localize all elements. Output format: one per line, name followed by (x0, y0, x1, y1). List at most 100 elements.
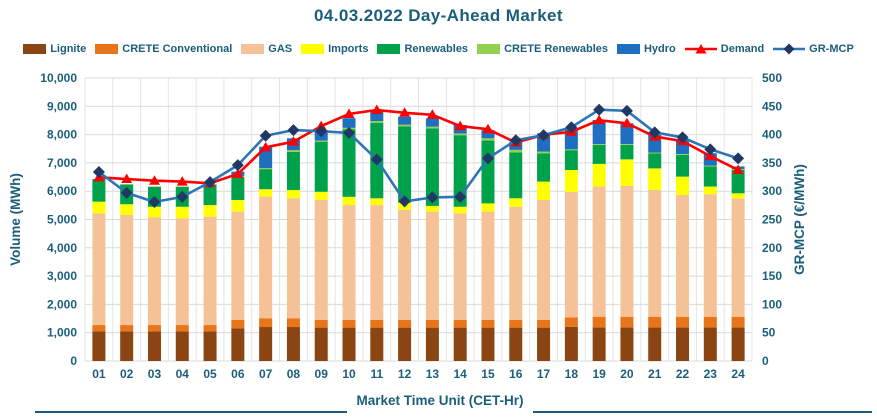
gr-mcp-marker (620, 104, 633, 117)
legend-swatch-crete-conventional (95, 44, 119, 54)
bar-segment-hydro (398, 116, 412, 125)
bar-segment-gas (453, 213, 467, 320)
bar-segment-crete-conventional (259, 318, 273, 328)
bar-segment-crete-renewables (703, 165, 717, 167)
x-axis-tick-label: 04 (176, 367, 190, 381)
bar-segment-lignite (231, 328, 245, 361)
bar-hour-09 (314, 130, 328, 361)
y2-axis-tick-label: 250 (762, 213, 782, 227)
bar-segment-crete-renewables (481, 138, 495, 141)
legend-swatch-gas (241, 44, 265, 54)
bar-hour-07 (259, 146, 273, 361)
demand-marker (343, 108, 355, 118)
x-axis-tick-label: 03 (148, 367, 162, 381)
bar-segment-renewables (703, 166, 717, 187)
bar-segment-lignite (731, 327, 745, 361)
bar-segment-gas (92, 213, 106, 326)
bar-segment-lignite (342, 327, 356, 361)
bar-segment-imports (231, 199, 245, 212)
bar-segment-lignite (398, 327, 412, 361)
demand-marker (482, 123, 494, 134)
x-axis-tick-label: 19 (592, 367, 606, 381)
x-axis-tick-label: 16 (509, 367, 523, 381)
x-axis-tick-label: 14 (454, 367, 468, 381)
bar-segment-lignite (537, 327, 551, 361)
bar-segment-renewables (592, 144, 606, 164)
bar-segment-imports (509, 198, 523, 207)
legend-item-imports: Imports (301, 43, 368, 55)
x-axis-tick-label: 07 (259, 367, 273, 381)
bar-segment-imports (453, 206, 467, 214)
bar-segment-lignite (564, 326, 578, 361)
bar-segment-crete-conventional (453, 319, 467, 328)
bar-segment-imports (203, 205, 217, 217)
y-axis-title: Volume (MWh) (8, 173, 23, 266)
gr-mcp-marker (315, 125, 328, 138)
bar-segment-crete-renewables (398, 124, 412, 127)
bar-hour-17 (537, 133, 551, 361)
gr-mcp-marker (537, 129, 550, 142)
bar-segment-lignite (314, 327, 328, 361)
chart-legend: Lignite CRETE Conventional GAS Imports Renew… (0, 43, 877, 55)
bar-hour-21 (648, 134, 662, 361)
bar-hour-10 (342, 118, 356, 361)
bar-segment-lignite (592, 327, 606, 361)
gr-mcp-marker (148, 195, 161, 208)
bar-segment-crete-conventional (286, 318, 300, 328)
legend-item-crete-renewables: CRETE Renewables (477, 43, 608, 55)
x-axis-tick-label: 21 (648, 367, 662, 381)
demand-marker (426, 109, 438, 119)
bar-segment-imports (731, 193, 745, 199)
demand-marker (454, 120, 466, 131)
bar-segment-renewables (259, 169, 273, 190)
bar-segment-crete-conventional (203, 325, 217, 332)
bar-hour-11 (370, 111, 384, 361)
bar-segment-crete-conventional (175, 325, 189, 332)
bar-segment-crete-conventional (370, 319, 384, 328)
bar-segment-hydro (370, 111, 384, 122)
bar-segment-hydro (592, 120, 606, 145)
x-axis-tick-label: 22 (676, 367, 690, 381)
y2-axis-tick-label: 150 (762, 269, 782, 283)
bar-segment-crete-renewables (676, 153, 690, 155)
bar-segment-crete-renewables (370, 121, 384, 123)
gr-mcp-marker (343, 126, 356, 139)
bar-hour-02 (120, 184, 134, 361)
bar-segment-renewables (564, 150, 578, 170)
gr-mcp-marker (398, 195, 411, 208)
bar-segment-renewables (286, 151, 300, 191)
bar-segment-crete-conventional (314, 319, 328, 328)
y2-axis-tick-label: 0 (762, 354, 769, 368)
gr-mcp-marker (732, 152, 745, 165)
bar-hour-03 (147, 186, 161, 361)
legend-label: Demand (720, 43, 765, 55)
bar-segment-gas (481, 211, 495, 320)
gr-mcp-marker (648, 126, 661, 139)
demand-marker (121, 173, 133, 184)
y-axis-tick-label: 9,000 (47, 99, 77, 113)
bar-segment-gas (564, 191, 578, 318)
y-axis-tick-label: 6,000 (47, 184, 77, 198)
bar-segment-imports (703, 186, 717, 195)
demand-marker (704, 150, 716, 161)
bar-segment-lignite (147, 331, 161, 361)
bar-segment-renewables (425, 128, 439, 206)
legend-label: Renewables (404, 43, 469, 55)
bar-segment-crete-conventional (731, 316, 745, 328)
bar-segment-imports (175, 206, 189, 219)
x-axis-tick-label: 20 (620, 367, 634, 381)
x-axis-tick-label: 15 (481, 367, 495, 381)
gr-mcp-marker (481, 152, 494, 165)
bar-segment-lignite (620, 327, 634, 361)
bar-segment-gas (509, 206, 523, 320)
bar-segment-crete-renewables (453, 133, 467, 136)
bar-hour-23 (703, 153, 717, 361)
bar-hour-01 (92, 179, 106, 361)
gr-mcp-marker (231, 159, 244, 172)
x-axis-tick-label: 12 (398, 367, 412, 381)
y2-axis-tick-label: 400 (762, 128, 782, 142)
legend-swatch-lignite (23, 44, 47, 54)
bar-segment-lignite (676, 327, 690, 361)
bar-segment-hydro (620, 123, 634, 145)
